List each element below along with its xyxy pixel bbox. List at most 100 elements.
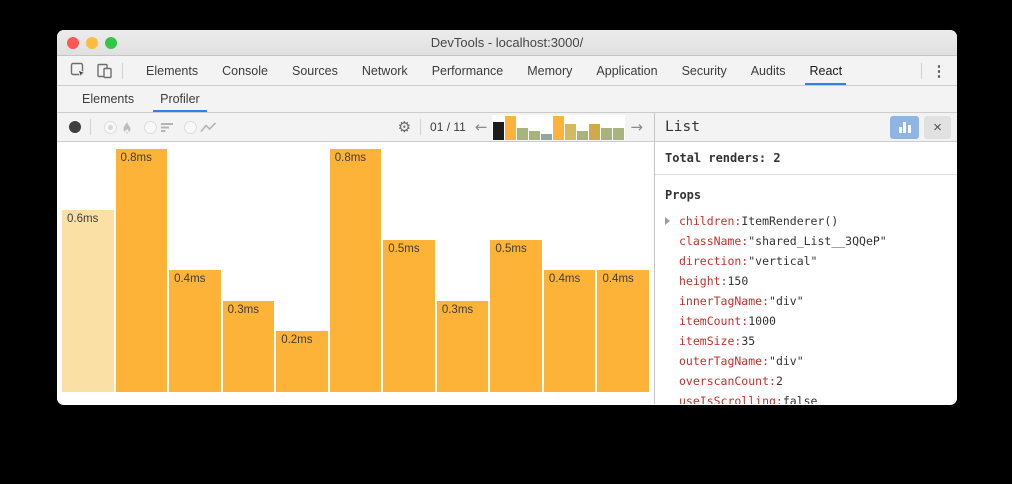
devtools-window: DevTools - localhost:3000/ Elements Conso… xyxy=(57,30,957,405)
prop-row[interactable]: useIsScrolling: false xyxy=(665,391,947,404)
prop-row[interactable]: height: 150 xyxy=(665,271,947,291)
flamegraph-bar[interactable]: 0.6ms xyxy=(62,210,114,392)
triangle-spacer xyxy=(665,257,679,265)
flamegraph-bar[interactable]: 0.8ms xyxy=(115,149,168,392)
tab-audits[interactable]: Audits xyxy=(750,63,786,78)
tab-sources[interactable]: Sources xyxy=(291,63,338,78)
prop-value: "vertical" xyxy=(748,254,818,268)
tab-memory[interactable]: Memory xyxy=(527,63,573,78)
bar-duration-label: 0.5ms xyxy=(388,243,420,255)
minichart-commit-bar[interactable] xyxy=(577,130,589,140)
close-window-button[interactable] xyxy=(67,36,79,49)
prop-value: 150 xyxy=(727,274,749,288)
minimize-window-button[interactable] xyxy=(86,36,98,49)
subtab-profiler[interactable]: Profiler xyxy=(147,86,213,112)
flamegraph-bar[interactable]: 0.4ms xyxy=(543,270,596,392)
expand-triangle-icon[interactable] xyxy=(665,217,679,225)
ranked-chart-icon[interactable] xyxy=(160,121,174,134)
bar-duration-label: 0.8ms xyxy=(334,152,367,164)
prop-row[interactable]: outerTagName: "div" xyxy=(665,351,947,371)
spacer xyxy=(854,56,916,85)
minichart-commit-bar[interactable] xyxy=(565,124,577,140)
prop-row[interactable]: direction: "vertical" xyxy=(665,251,947,271)
minichart-commit-bar[interactable] xyxy=(541,133,553,140)
inspect-element-icon[interactable] xyxy=(65,56,91,85)
divider xyxy=(420,119,422,135)
triangle-spacer xyxy=(665,377,679,385)
devtools-tabbar: Elements Console Sources Network Performance… xyxy=(57,56,957,86)
flamegraph-bar[interactable]: 0.8ms xyxy=(329,149,382,392)
divider xyxy=(921,62,922,79)
titlebar[interactable]: DevTools - localhost:3000/ xyxy=(57,30,957,56)
flamegraph-bar[interactable]: 0.4ms xyxy=(169,270,221,392)
view-renders-chart-button[interactable] xyxy=(890,115,919,139)
subtab-elements[interactable]: Elements xyxy=(82,92,135,106)
ranked-view-radio[interactable] xyxy=(144,120,157,134)
bar-duration-label: 0.4ms xyxy=(602,273,634,285)
interactions-view-radio[interactable] xyxy=(184,120,197,134)
flamegraph-bar[interactable]: 0.3ms xyxy=(222,301,275,392)
prop-row[interactable]: innerTagName: "div" xyxy=(665,291,947,311)
prop-row[interactable]: itemSize: 35 xyxy=(665,331,947,351)
tab-console[interactable]: Console xyxy=(222,63,268,78)
minichart-commit-bar[interactable] xyxy=(505,115,517,140)
flamegraph-bar[interactable]: 0.2ms xyxy=(276,331,328,392)
profiler-toolbar: ⚙ 01 / 11 ← → xyxy=(57,113,654,142)
interactions-chart-icon[interactable] xyxy=(200,121,217,134)
triangle-spacer xyxy=(665,237,679,245)
flamegraph-view-radio[interactable] xyxy=(104,120,117,134)
tab-security[interactable]: Security xyxy=(681,63,727,78)
settings-gear-icon[interactable]: ⚙ xyxy=(397,118,412,136)
tab-application[interactable]: Application xyxy=(596,63,658,78)
more-options-icon[interactable]: ⋮ xyxy=(931,62,947,80)
total-renders: Total renders: 2 xyxy=(655,142,957,175)
bar-duration-label: 0.2ms xyxy=(281,334,313,346)
bar-duration-label: 0.4ms xyxy=(548,273,581,285)
previous-commit-icon[interactable]: ← xyxy=(474,117,488,136)
record-icon[interactable] xyxy=(69,121,81,133)
commit-selector-minichart[interactable] xyxy=(492,114,626,140)
minichart-commit-bar[interactable] xyxy=(553,115,565,140)
triangle-spacer xyxy=(665,357,679,365)
next-commit-icon[interactable]: → xyxy=(630,117,643,136)
prop-key: itemCount: xyxy=(679,314,749,328)
prop-row[interactable]: itemCount: 1000 xyxy=(665,311,947,331)
bar-duration-label: 0.4ms xyxy=(174,273,206,285)
prop-row[interactable]: children: ItemRenderer() xyxy=(665,211,947,231)
props-section: Props children: ItemRenderer() className:… xyxy=(655,175,957,404)
props-list: children: ItemRenderer() className: "shar… xyxy=(665,211,947,404)
prop-key: innerTagName: xyxy=(679,294,770,308)
tab-react[interactable]: React xyxy=(797,56,854,85)
flamegraph-bar[interactable]: 0.4ms xyxy=(597,270,650,392)
minichart-commit-bar[interactable] xyxy=(589,124,601,140)
prop-key: height: xyxy=(679,274,728,288)
commit-flamegraph-chart: 0.6ms 0.8ms 0.4ms 0.3ms 0.2ms 0.8ms 0.5ms 0.3ms… xyxy=(57,142,654,404)
device-toolbar-icon[interactable] xyxy=(91,56,117,85)
flame-icon[interactable] xyxy=(120,120,134,135)
tab-performance[interactable]: Performance xyxy=(431,63,504,78)
react-devtools-subtabs: Elements Profiler xyxy=(57,86,957,113)
window-title: DevTools - localhost:3000/ xyxy=(430,35,584,50)
flamegraph-bar[interactable]: 0.5ms xyxy=(383,240,435,392)
tab-network[interactable]: Network xyxy=(361,63,408,78)
divider xyxy=(122,62,123,79)
flamegraph-bar[interactable]: 0.5ms xyxy=(490,240,542,392)
prop-row[interactable]: overscanCount: 2 xyxy=(665,371,947,391)
minichart-commit-bar[interactable] xyxy=(517,127,529,140)
tab-elements[interactable]: Elements xyxy=(146,63,199,78)
minichart-commit-bar[interactable] xyxy=(493,121,505,140)
divider xyxy=(90,119,91,135)
prop-row[interactable]: className: "shared_List__3QQeP" xyxy=(665,231,947,251)
minichart-commit-bar[interactable] xyxy=(601,127,613,140)
prop-value: ItemRenderer() xyxy=(741,214,839,228)
flamegraph-bar[interactable]: 0.3ms xyxy=(436,301,489,392)
triangle-spacer xyxy=(665,297,679,305)
prop-value: "shared_List__3QQeP" xyxy=(748,234,887,248)
zoom-window-button[interactable] xyxy=(105,36,117,49)
minichart-commit-bar[interactable] xyxy=(613,127,625,140)
close-panel-button[interactable]: × xyxy=(924,115,951,139)
minichart-commit-bar[interactable] xyxy=(529,130,541,140)
prop-key: useIsScrolling: xyxy=(679,394,783,404)
content-area: ⚙ 01 / 11 ← → 0.6ms 0.8ms 0.4ms 0.3ms 0.2ms 0… xyxy=(57,113,957,404)
